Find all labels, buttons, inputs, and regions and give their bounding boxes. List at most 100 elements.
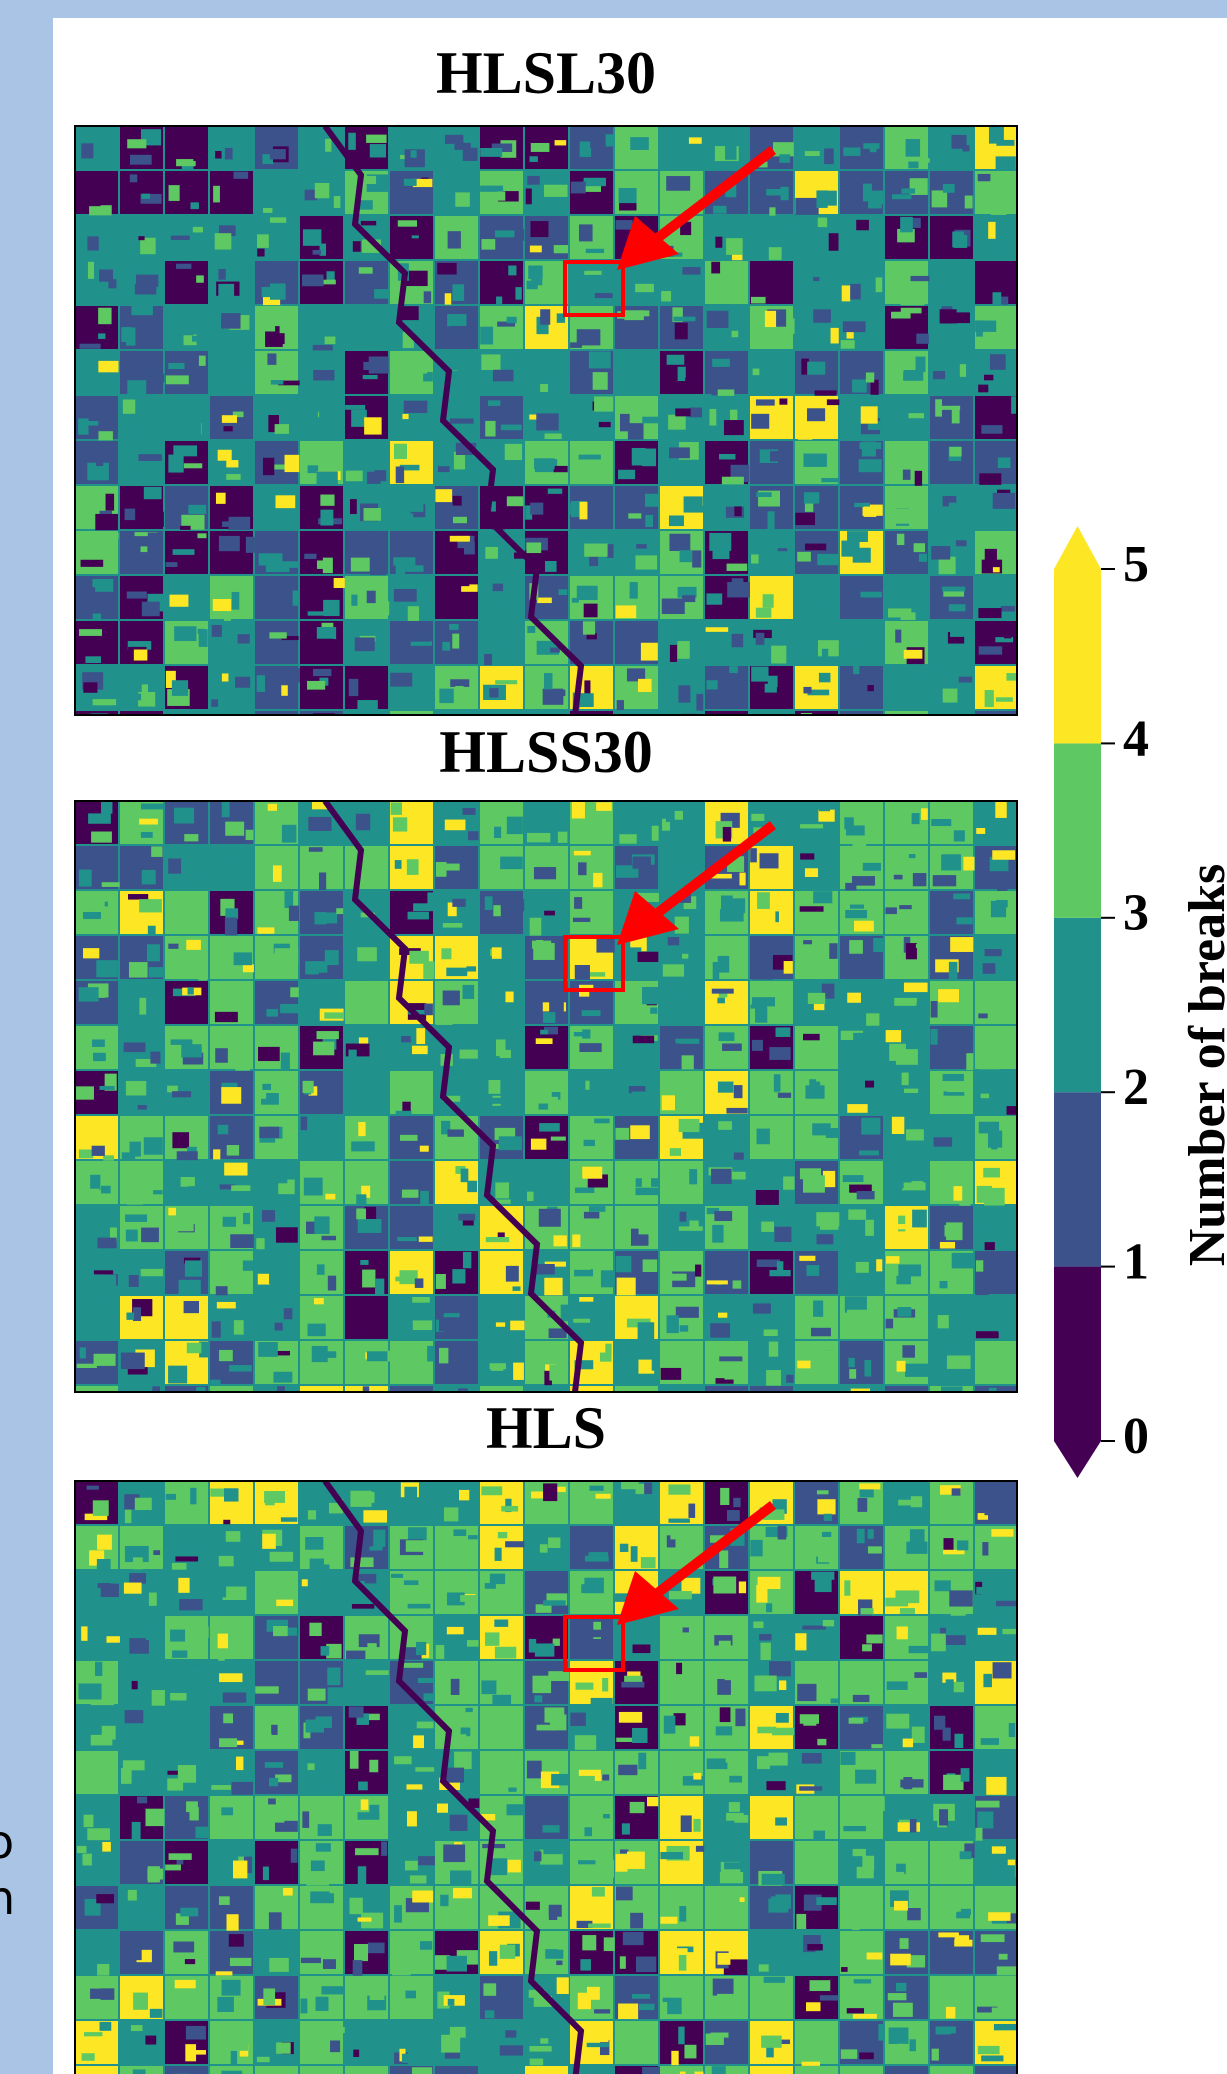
field-speckle bbox=[892, 1117, 904, 1134]
field-speckle bbox=[95, 514, 118, 530]
field-speckle bbox=[81, 560, 104, 567]
field-speckle bbox=[530, 918, 542, 936]
field-speckle bbox=[127, 1192, 143, 1205]
field-speckle bbox=[424, 1004, 433, 1016]
field-speckle bbox=[186, 1801, 198, 1812]
field bbox=[975, 666, 1018, 709]
field-speckle bbox=[227, 1028, 246, 1040]
field-speckle bbox=[615, 1128, 629, 1140]
field-speckle bbox=[409, 829, 425, 839]
field-speckle bbox=[96, 361, 119, 372]
field-speckle bbox=[781, 1314, 791, 1322]
field-speckle bbox=[638, 679, 652, 692]
field-speckle bbox=[507, 496, 524, 506]
field-speckle bbox=[227, 1914, 239, 1930]
field-speckle bbox=[366, 135, 386, 143]
field-speckle bbox=[718, 1121, 732, 1130]
field-speckle bbox=[97, 1535, 112, 1550]
field-speckle bbox=[898, 1264, 921, 1276]
field-speckle bbox=[996, 1760, 1017, 1774]
field-speckle bbox=[951, 1611, 966, 1616]
field-speckle bbox=[669, 127, 682, 143]
field-speckle bbox=[280, 316, 291, 333]
field-speckle bbox=[454, 175, 474, 183]
field-speckle bbox=[772, 1728, 794, 1736]
field-speckle bbox=[148, 533, 163, 541]
field-speckle bbox=[905, 1364, 928, 1377]
field-speckle bbox=[726, 1108, 747, 1114]
field-speckle bbox=[840, 1752, 855, 1765]
field-speckle bbox=[636, 1484, 646, 1494]
field-speckle bbox=[638, 1753, 646, 1770]
field-speckle bbox=[572, 802, 585, 819]
field-speckle bbox=[498, 1532, 507, 1538]
field-speckle bbox=[173, 549, 195, 555]
field-speckle bbox=[588, 1924, 611, 1928]
field-speckle bbox=[98, 308, 111, 324]
field-speckle bbox=[276, 2042, 291, 2053]
field-speckle bbox=[418, 1678, 434, 1683]
field-speckle bbox=[486, 2070, 508, 2074]
field-speckle bbox=[168, 363, 184, 369]
field-speckle bbox=[941, 854, 961, 870]
field-speckle bbox=[394, 1351, 416, 1369]
field-speckle bbox=[529, 2046, 551, 2052]
field-speckle bbox=[993, 567, 1000, 572]
field-speckle bbox=[931, 819, 951, 826]
field-speckle bbox=[689, 1625, 695, 1638]
field-speckle bbox=[947, 1084, 967, 1092]
field-speckle bbox=[991, 1529, 1013, 1537]
field-speckle bbox=[886, 1319, 894, 1329]
field-speckle bbox=[584, 1212, 599, 1219]
field-speckle bbox=[769, 1661, 791, 1676]
field-speckle bbox=[358, 1122, 365, 1136]
field-speckle bbox=[133, 2069, 146, 2074]
field-speckle bbox=[460, 1050, 478, 1059]
field-speckle bbox=[585, 1827, 592, 1836]
field-speckle bbox=[129, 1573, 146, 1584]
field-speckle bbox=[573, 1080, 586, 1097]
field-speckle bbox=[756, 399, 775, 405]
field-speckle bbox=[368, 1943, 385, 1954]
field-speckle bbox=[308, 1587, 325, 1600]
field-speckle bbox=[494, 1027, 504, 1038]
field-speckle bbox=[447, 314, 466, 326]
field-speckle bbox=[903, 1777, 912, 1789]
field-speckle bbox=[732, 1322, 746, 1336]
field-speckle bbox=[129, 962, 148, 978]
field-speckle bbox=[893, 2003, 913, 2017]
field-speckle bbox=[931, 1634, 946, 1652]
field-speckle bbox=[761, 2036, 782, 2048]
field-speckle bbox=[306, 1870, 329, 1886]
field-speckle bbox=[902, 1511, 915, 1523]
field-speckle bbox=[81, 143, 93, 158]
field-speckle bbox=[168, 455, 183, 473]
field-speckle bbox=[616, 1887, 633, 1901]
field-speckle bbox=[219, 848, 229, 856]
field-speckle bbox=[818, 1551, 833, 1563]
field-speckle bbox=[358, 1782, 368, 1791]
field bbox=[255, 1071, 298, 1114]
field bbox=[345, 1341, 388, 1384]
field-speckle bbox=[859, 2052, 874, 2059]
field-speckle bbox=[184, 1301, 199, 1313]
field-speckle bbox=[753, 369, 760, 376]
field-speckle bbox=[131, 306, 153, 315]
field-speckle bbox=[171, 236, 190, 240]
field-speckle bbox=[769, 1342, 778, 1357]
field-speckle bbox=[810, 1980, 831, 1991]
field-speckle bbox=[452, 634, 459, 649]
field-speckle bbox=[147, 1004, 157, 1015]
field-speckle bbox=[718, 956, 730, 973]
field-speckle bbox=[391, 1574, 403, 1578]
field-speckle bbox=[623, 1932, 644, 1945]
field-speckle bbox=[143, 1901, 155, 1919]
field-speckle bbox=[285, 455, 300, 472]
field-speckle bbox=[396, 466, 404, 483]
field-speckle bbox=[911, 276, 930, 281]
field-speckle bbox=[192, 336, 198, 342]
field-speckle bbox=[265, 1497, 274, 1505]
field-speckle bbox=[954, 1996, 970, 2007]
field-speckle bbox=[895, 1845, 908, 1850]
field-speckle bbox=[668, 937, 679, 945]
